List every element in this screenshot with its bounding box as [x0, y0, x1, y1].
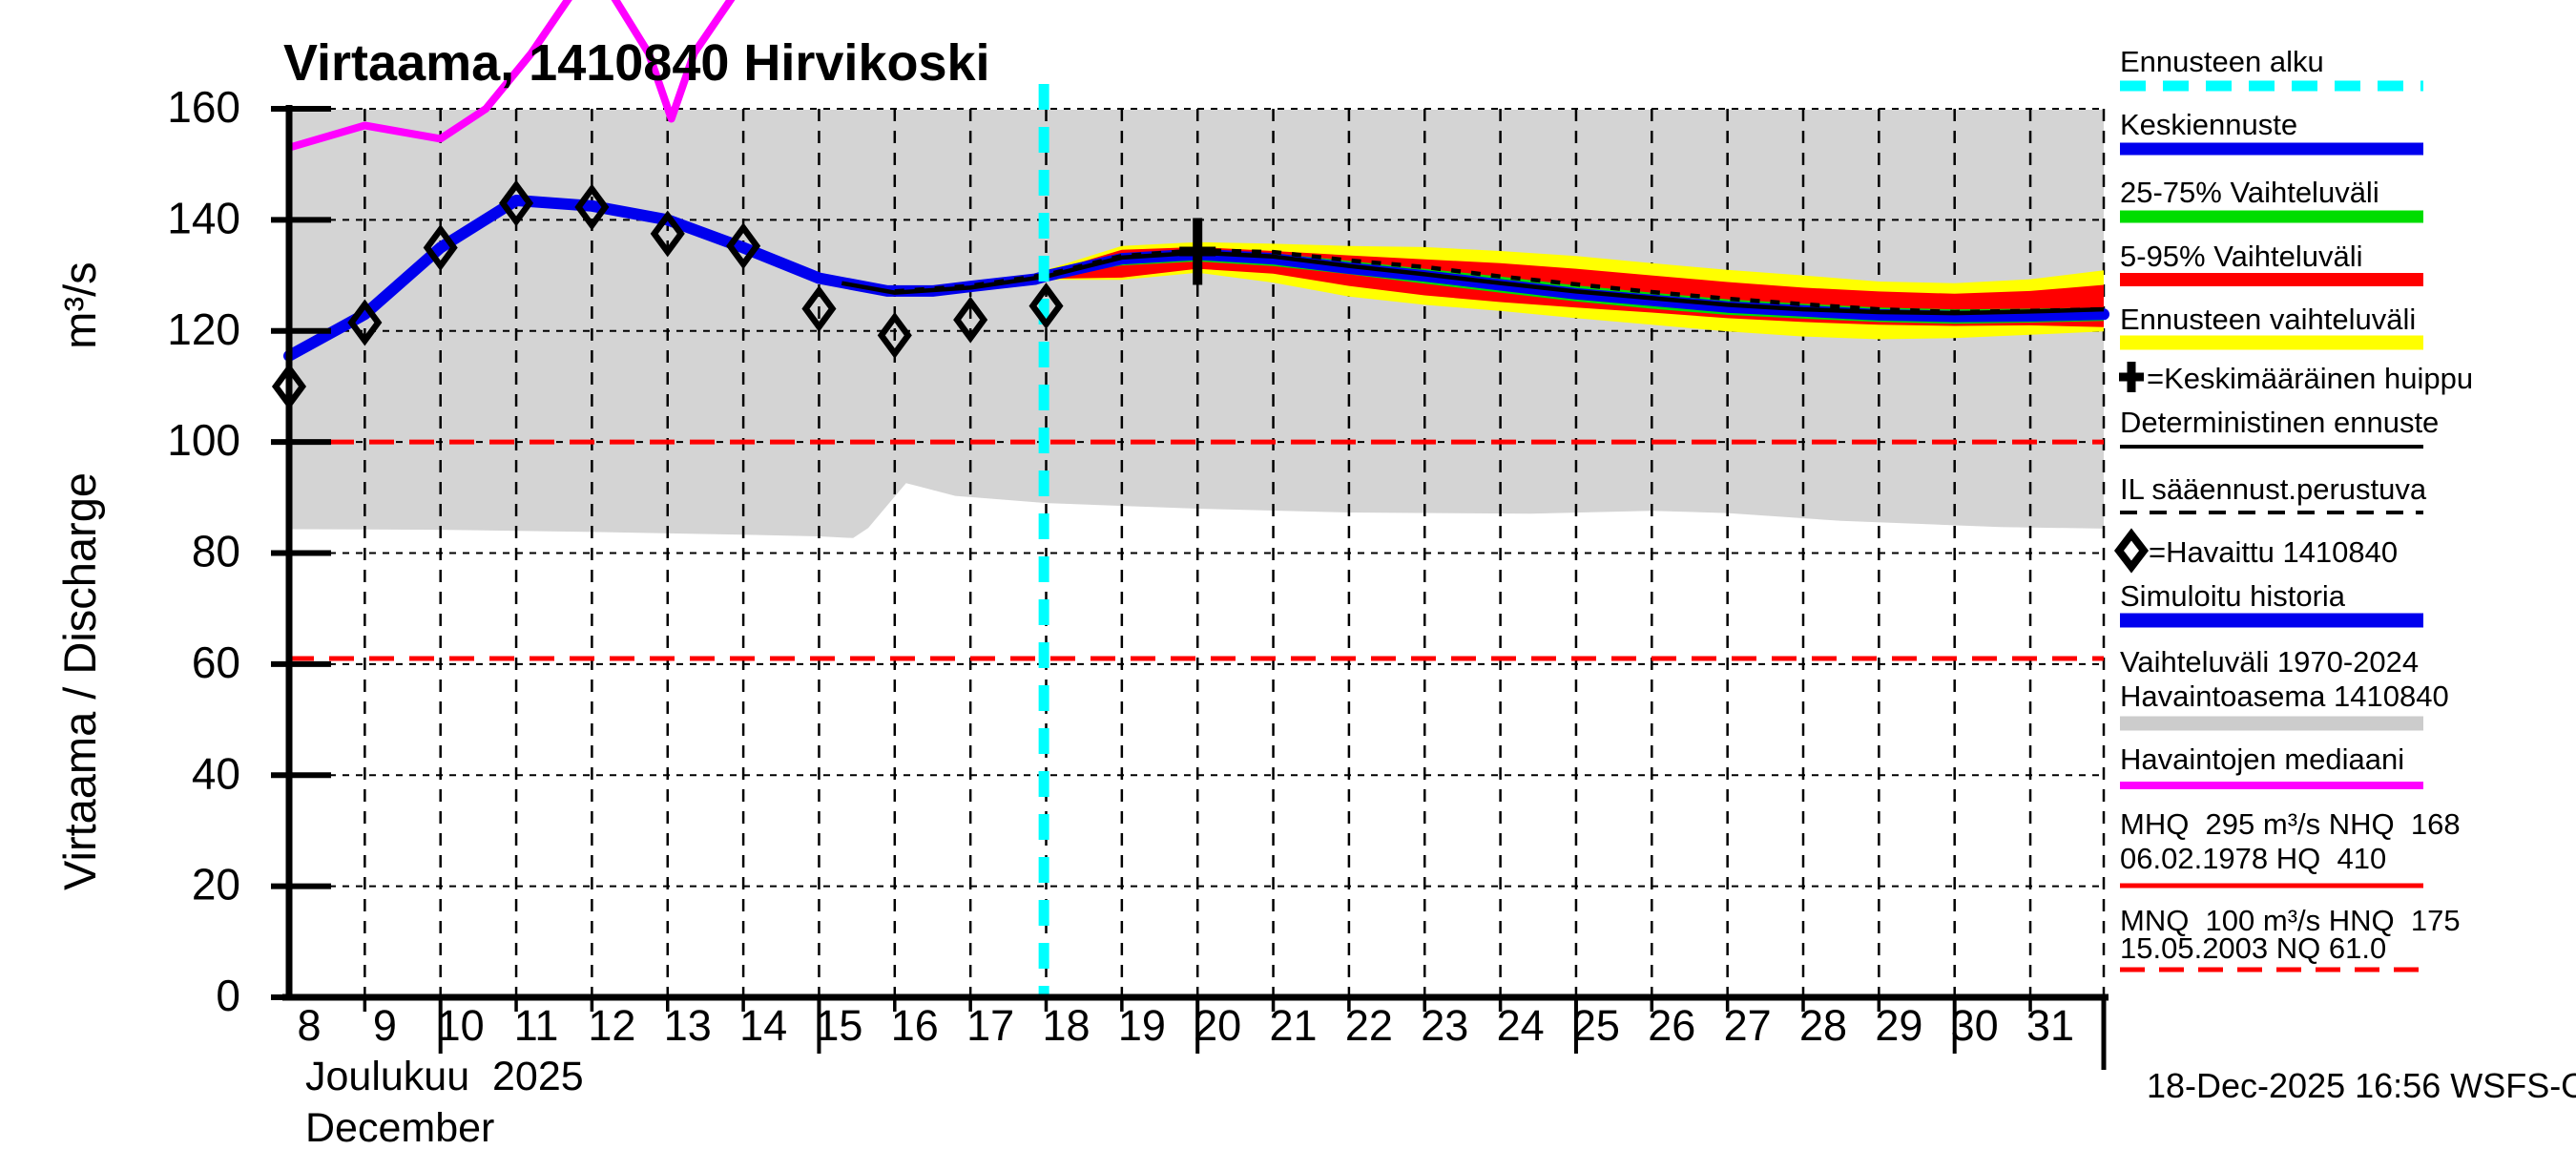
chart-title: Virtaama, 1410840 Hirvikoski [283, 34, 990, 92]
data-line-layer [283, 0, 2109, 997]
il-forecast-line [894, 248, 2105, 315]
axis-tick-label-layer: 0 20 40 60 80 100 120 140 160 8 9 10 11 12 13 14 15 16 17 1… [167, 82, 2074, 1050]
y-tick-label-160: 160 [167, 82, 240, 132]
x-tick-label-24: 24 [1497, 1001, 1545, 1050]
diamond-icon [2113, 528, 2150, 574]
gridline-layer [289, 108, 2106, 997]
deterministic-forecast-line [841, 250, 2105, 316]
x-tick-label-25: 25 [1572, 1001, 1620, 1050]
y-tick-label-120: 120 [167, 304, 240, 354]
x-tick-label-22: 22 [1345, 1001, 1393, 1050]
y-axis-unit: m³/s [54, 261, 105, 348]
x-tick-label-11: 11 [514, 1001, 559, 1050]
observed-diamond-marker [650, 210, 685, 258]
legend-label: MNQ 100 m³/s HNQ 175 [2120, 904, 2461, 937]
x-tick-label-30: 30 [1951, 1001, 1999, 1050]
x-tick-label-19: 19 [1118, 1001, 1166, 1050]
x-tick-label-13: 13 [664, 1001, 712, 1050]
observed-diamond-marker [499, 179, 534, 227]
timestamp: 18-Dec-2025 16:56 WSFS-O [2147, 1066, 2576, 1105]
y-tick-label-80: 80 [192, 527, 240, 576]
observed-diamond-marker [726, 222, 761, 270]
y-tick-label-40: 40 [192, 748, 240, 798]
x-tick-label-8: 8 [297, 1001, 321, 1050]
legend-label: Ennusteen alku [2120, 45, 2324, 78]
y-tick-label-20: 20 [192, 860, 240, 910]
x-tick-label-28: 28 [1799, 1001, 1847, 1050]
observation-median-line [287, 0, 736, 152]
legend-label: 25-75% Vaihteluväli [2120, 176, 2379, 209]
observed-diamond-marker [423, 223, 458, 271]
x-axis-month-fi: Joulukuu 2025 [305, 1054, 584, 1099]
x-axis-month-en: December [305, 1105, 494, 1145]
x-tick-label-23: 23 [1421, 1001, 1468, 1050]
legend-label: =Keskimääräinen huippu [2147, 362, 2473, 395]
x-tick-label-12: 12 [588, 1001, 635, 1050]
x-tick-label-27: 27 [1724, 1001, 1772, 1050]
legend-label: 15.05.2003 NQ 61.0 [2120, 931, 2386, 965]
x-tick-label-26: 26 [1648, 1001, 1695, 1050]
observed-diamond-marker [1028, 282, 1064, 330]
x-tick-label-14: 14 [739, 1001, 787, 1050]
legend-label: Deterministinen ennuste [2120, 406, 2439, 439]
x-tick-label-16: 16 [891, 1001, 939, 1050]
legend-label: Vaihteluväli 1970-2024 [2120, 645, 2419, 679]
x-tick-label-21: 21 [1270, 1001, 1318, 1050]
observed-diamond-marker [801, 284, 837, 332]
x-tick-label-20: 20 [1194, 1001, 1241, 1050]
reference-line-layer [289, 439, 2104, 661]
marker-layer [271, 179, 1216, 410]
observed-diamond-marker [877, 311, 912, 359]
historical-range-band-layer [289, 110, 2104, 538]
y-axis-label: Virtaama / Discharge [54, 472, 105, 890]
x-tick-label-10: 10 [437, 1001, 485, 1050]
y-tick-label-100: 100 [167, 415, 240, 465]
legend-label: Simuloitu historia [2120, 579, 2346, 613]
legend-label: IL sääennust.perustuva [2120, 472, 2427, 506]
axis-layer [271, 105, 2109, 1070]
legend-label: Ennusteen vaihteluväli [2120, 303, 2416, 336]
legend-label: Havaintoasema 1410840 [2120, 680, 2449, 713]
observed-diamond-marker [953, 296, 988, 344]
legend-label: MHQ 295 m³/s NHQ 168 [2120, 807, 2461, 841]
legend-label: Havaintojen mediaani [2120, 742, 2404, 776]
legend-label: 5-95% Vaihteluväli [2120, 240, 2362, 273]
band-25-75-green [1034, 249, 2104, 324]
observed-diamond-marker [574, 183, 610, 231]
x-tick-label-9: 9 [373, 1001, 397, 1050]
x-tick-label-15: 15 [815, 1001, 862, 1050]
y-tick-label-60: 60 [192, 638, 240, 687]
y-tick-label-140: 140 [167, 193, 240, 242]
legend-label: Keskiennuste [2120, 108, 2297, 141]
observed-diamond-marker [347, 299, 383, 346]
x-tick-label-31: 31 [2026, 1001, 2074, 1050]
legend: Ennusteen alku Keskiennuste 25-75% Vaihtel… [2113, 45, 2473, 972]
x-tick-label-29: 29 [1875, 1001, 1922, 1050]
y-axis-title: Virtaama / Discharge m³/s [54, 261, 105, 890]
x-tick-label-18: 18 [1042, 1001, 1090, 1050]
y-tick-label-0: 0 [216, 971, 240, 1020]
historical-range-band [289, 110, 2104, 538]
x-tick-label-17: 17 [966, 1001, 1014, 1050]
legend-label: 06.02.1978 HQ 410 [2120, 842, 2386, 875]
legend-label: =Havaittu 1410840 [2149, 535, 2398, 569]
